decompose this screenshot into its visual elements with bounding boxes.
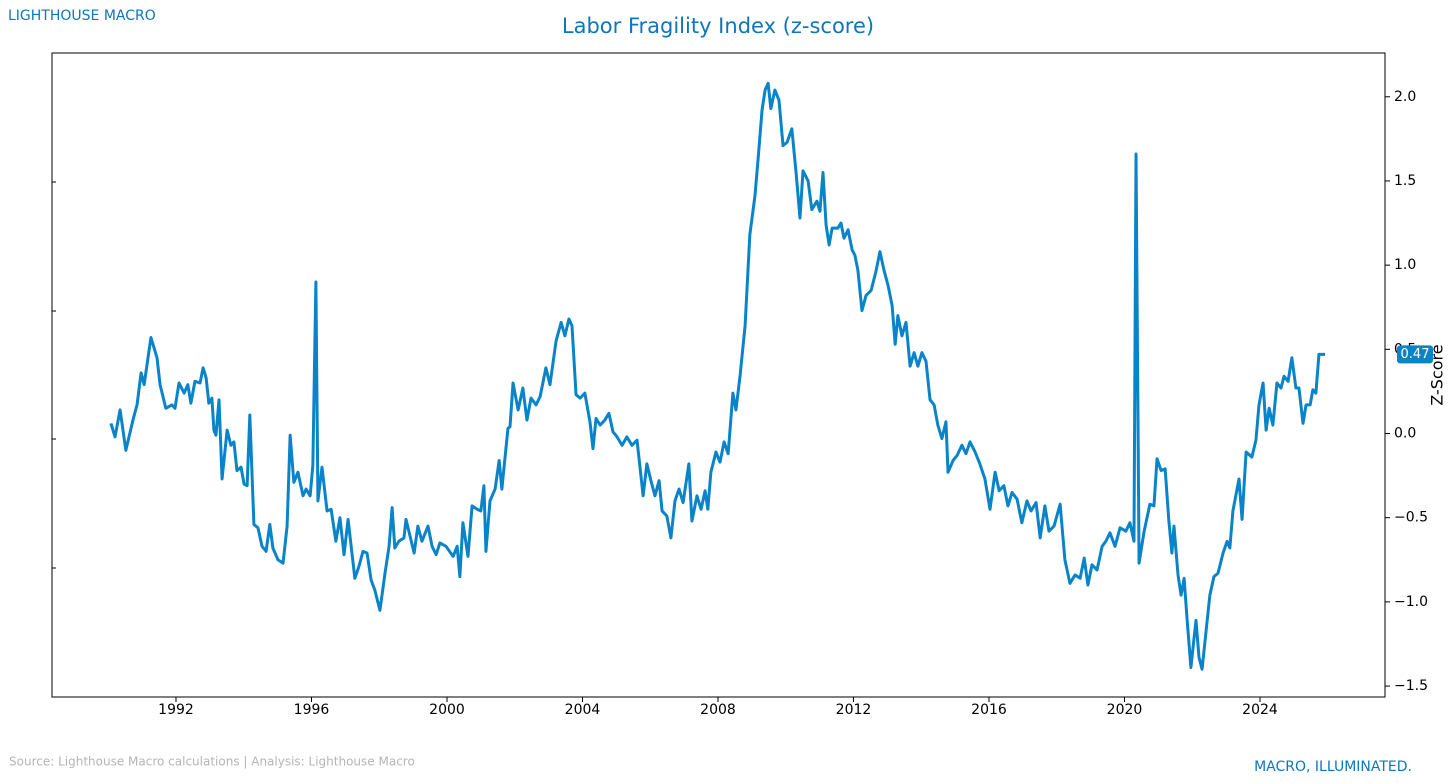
tagline: MACRO, ILLUMINATED. — [1254, 759, 1412, 775]
series-line — [109, 81, 1326, 671]
chart-title: Labor Fragility Index (z-score) — [562, 14, 874, 38]
y-tick-label: −0.5 — [1394, 510, 1428, 526]
x-tick-label: 1996 — [294, 702, 330, 718]
x-tick-label: 2008 — [700, 702, 736, 718]
brand: LIGHTHOUSE MACRO — [8, 8, 156, 24]
last-value-badge — [1397, 345, 1433, 364]
x-tick-label: 2016 — [971, 702, 1007, 718]
y-tick-label: 2.0 — [1394, 89, 1416, 105]
y-tick-label: −1.0 — [1394, 594, 1428, 610]
y-tick-label: −1.5 — [1394, 678, 1428, 694]
x-tick-label: 2012 — [836, 702, 872, 718]
x-tick-label: 1992 — [158, 702, 194, 718]
y-tick-label: 0.0 — [1394, 426, 1416, 442]
x-tick-label: 2020 — [1107, 702, 1143, 718]
plot-frame — [51, 52, 1386, 698]
x-tick-label: 2004 — [565, 702, 601, 718]
last-value-label: 0.47 — [1401, 347, 1430, 362]
source-note: Source: Lighthouse Macro calculations | … — [9, 755, 415, 769]
y-tick-label: 1.5 — [1394, 173, 1416, 189]
left-axis-ticks — [52, 181, 56, 569]
x-tick-label: 2024 — [1242, 702, 1278, 718]
y-tick-label: 1.0 — [1394, 257, 1416, 273]
x-tick-label: 2000 — [429, 702, 465, 718]
